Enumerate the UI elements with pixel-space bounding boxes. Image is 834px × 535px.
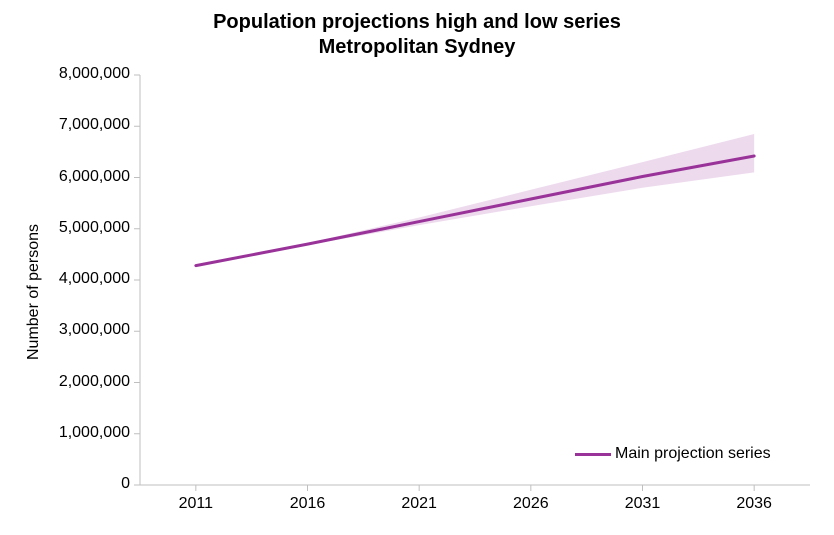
population-projection-chart: Population projections high and low seri… — [0, 0, 834, 535]
y-tick-label: 8,000,000 — [50, 65, 130, 83]
x-tick-label: 2036 — [724, 495, 784, 513]
y-tick-label: 7,000,000 — [50, 116, 130, 134]
y-tick-label: 1,000,000 — [50, 424, 130, 442]
y-tick-label: 2,000,000 — [50, 373, 130, 391]
x-tick-label: 2026 — [501, 495, 561, 513]
x-tick-label: 2031 — [613, 495, 673, 513]
legend: Main projection series — [575, 445, 771, 463]
y-tick-label: 6,000,000 — [50, 168, 130, 186]
y-tick-label: 5,000,000 — [50, 219, 130, 237]
y-tick-label: 0 — [50, 475, 130, 493]
y-tick-label: 4,000,000 — [50, 270, 130, 288]
legend-swatch — [575, 453, 611, 456]
x-tick-label: 2021 — [389, 495, 449, 513]
legend-label: Main projection series — [615, 445, 771, 463]
x-tick-label: 2011 — [166, 495, 226, 513]
x-tick-label: 2016 — [278, 495, 338, 513]
y-tick-label: 3,000,000 — [50, 321, 130, 339]
